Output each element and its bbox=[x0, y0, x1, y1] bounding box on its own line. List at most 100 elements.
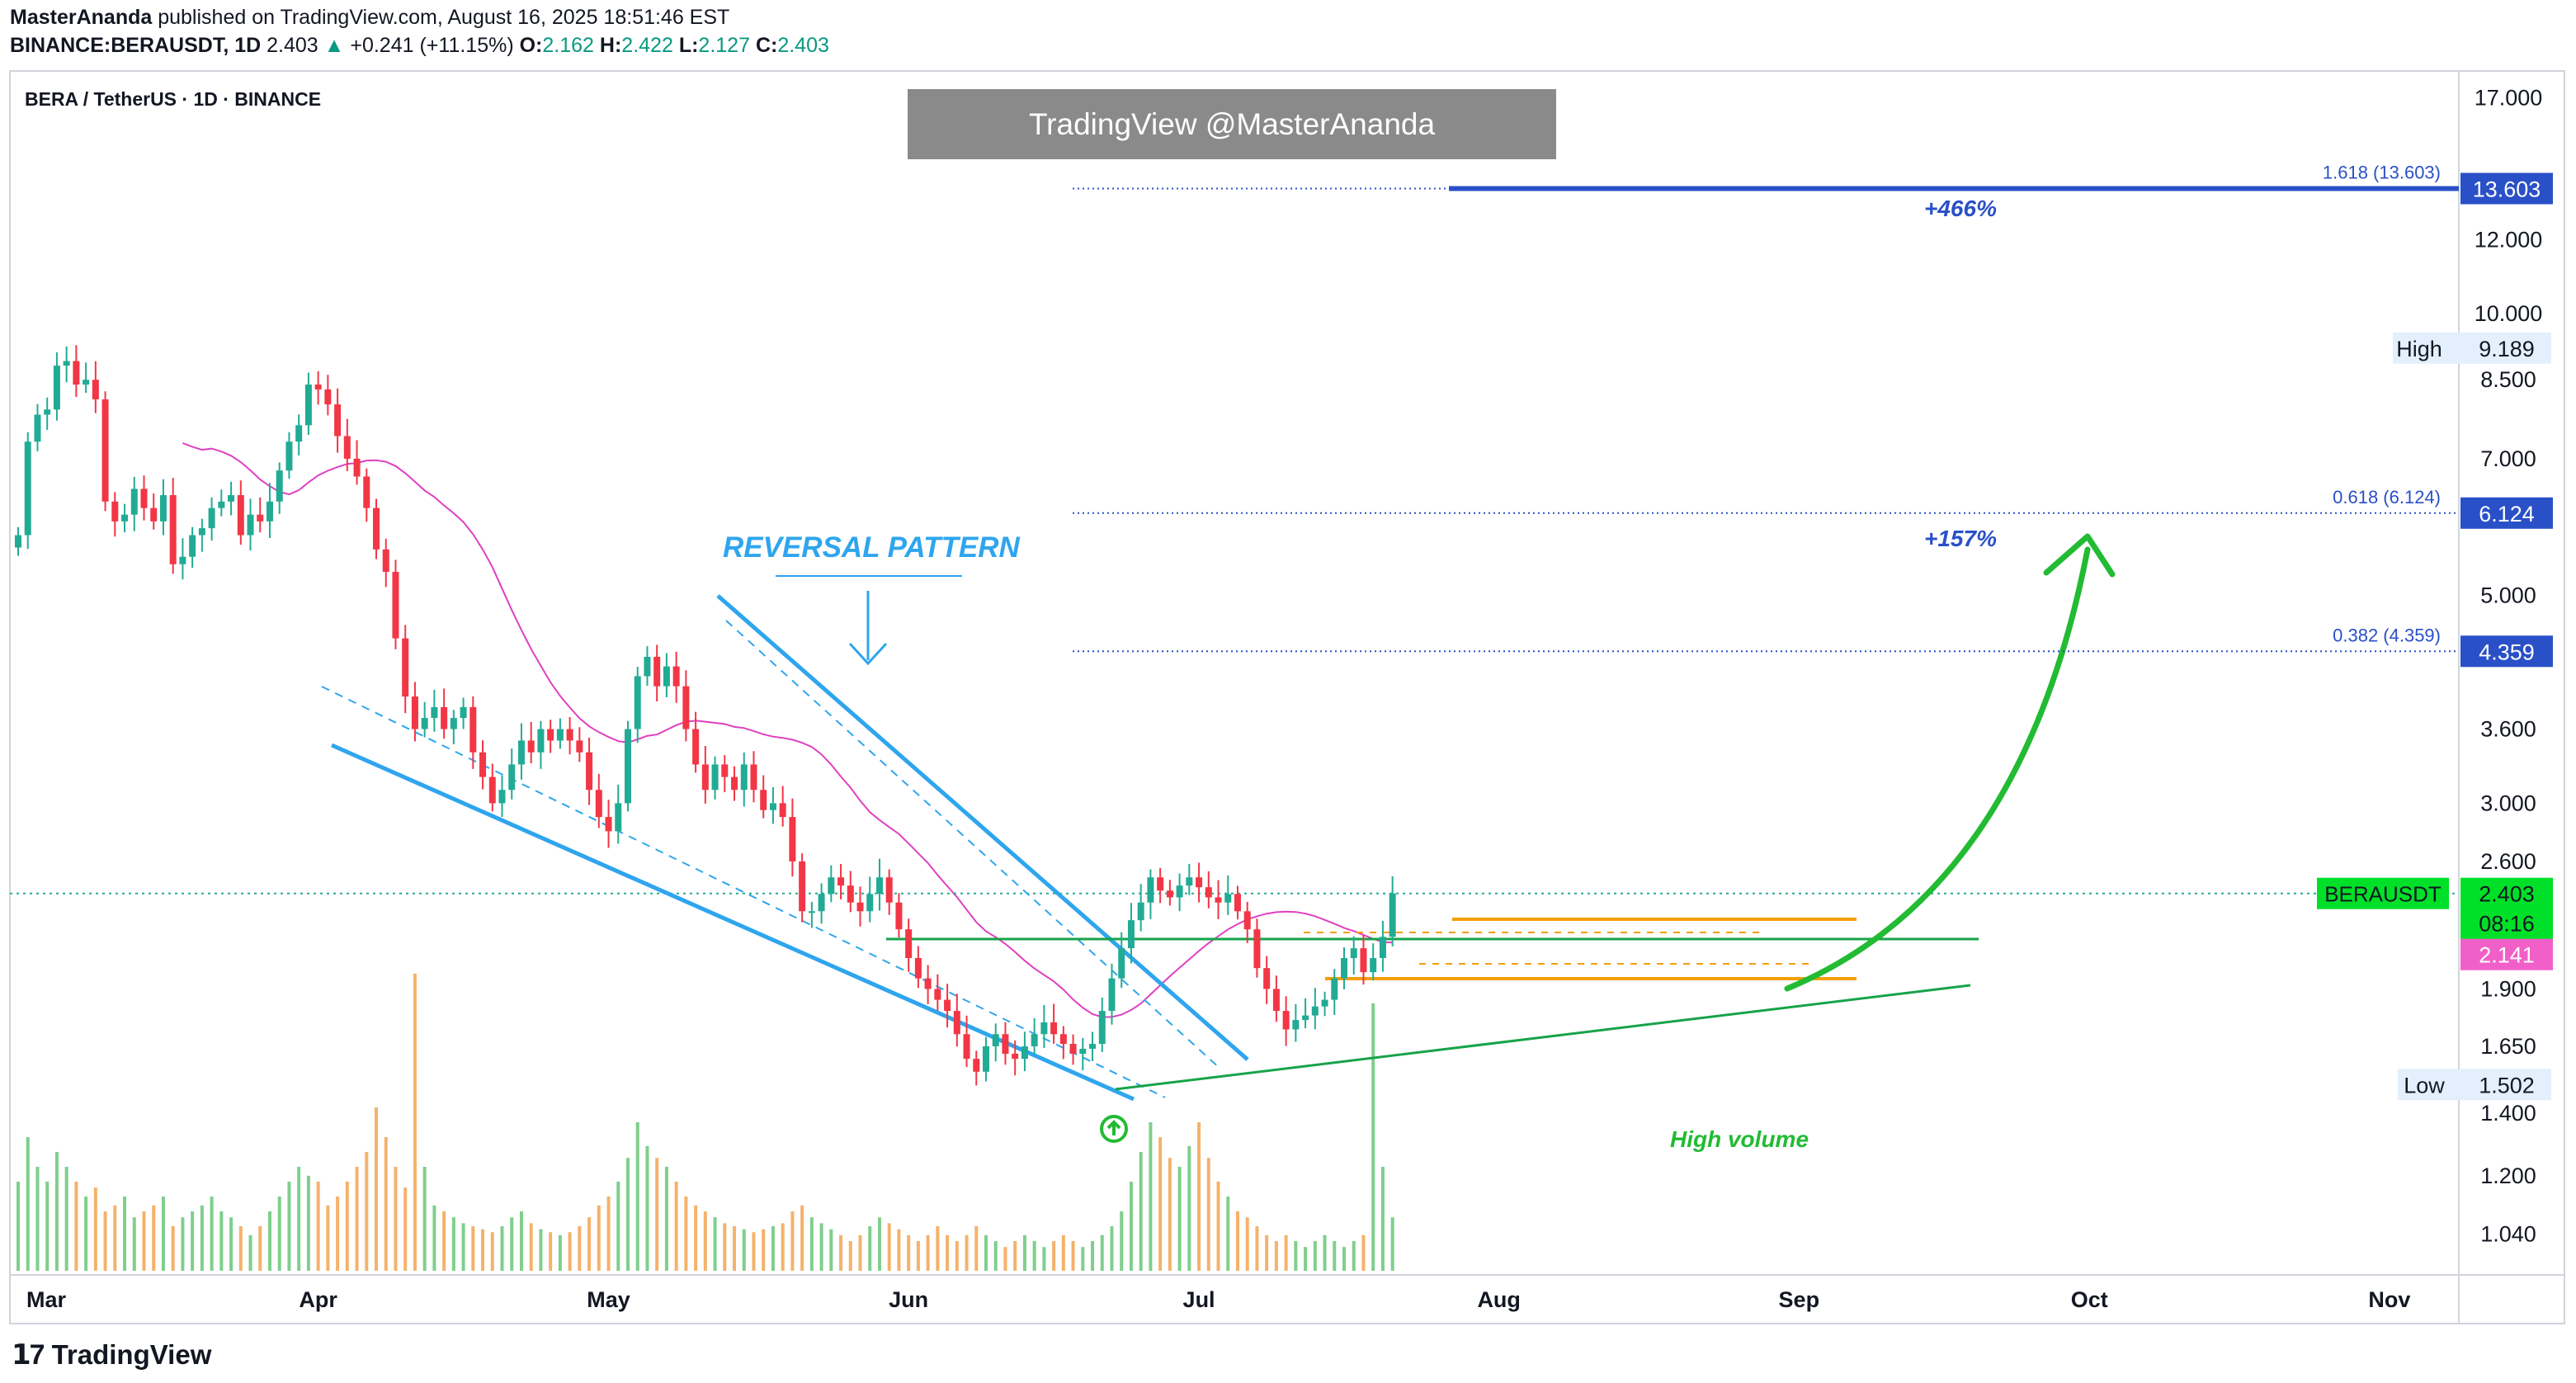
candle bbox=[992, 1034, 999, 1046]
pane-title: BERA / TetherUS · 1D · BINANCE bbox=[25, 88, 321, 110]
fib-price-tag-bg bbox=[2460, 172, 2553, 205]
candle bbox=[479, 752, 487, 777]
volume-bar bbox=[1022, 1234, 1026, 1271]
low-marker-icon bbox=[1100, 1115, 1128, 1143]
volume-bar bbox=[1013, 1241, 1017, 1271]
volume-bar bbox=[781, 1223, 785, 1271]
candle bbox=[973, 1059, 980, 1072]
price-tick-label: 1.400 bbox=[2480, 1101, 2536, 1126]
volume-bar bbox=[800, 1205, 804, 1271]
candle bbox=[295, 425, 303, 442]
candle bbox=[692, 729, 700, 765]
volume-bar bbox=[45, 1182, 50, 1271]
candle bbox=[1118, 948, 1125, 979]
candle bbox=[159, 495, 167, 522]
reversal-pattern-label: REVERSAL PATTERN bbox=[723, 531, 1020, 564]
wedge-inner-dashed[interactable] bbox=[725, 620, 1222, 1070]
volume-bar bbox=[539, 1229, 543, 1271]
volume-bar bbox=[723, 1223, 727, 1271]
candle bbox=[1137, 902, 1144, 921]
candle bbox=[1360, 948, 1367, 973]
volume-bar bbox=[916, 1241, 920, 1271]
price-tick-label: 1.650 bbox=[2480, 1034, 2536, 1059]
volume-bar bbox=[616, 1182, 620, 1271]
open-value: 2.162 bbox=[542, 34, 594, 57]
fib-price-tag: 6.124 bbox=[2479, 502, 2535, 526]
rising-support-line[interactable] bbox=[1115, 984, 1971, 1091]
volume-bar bbox=[1110, 1226, 1114, 1271]
candle bbox=[1253, 929, 1261, 969]
candle bbox=[885, 877, 893, 903]
candle bbox=[1321, 999, 1328, 1007]
candle bbox=[237, 495, 244, 536]
volume-bar bbox=[35, 1167, 40, 1271]
candle bbox=[150, 507, 158, 522]
candle bbox=[934, 989, 941, 1000]
volume-bar bbox=[1342, 1247, 1347, 1271]
candle bbox=[34, 414, 41, 442]
candle bbox=[634, 676, 641, 729]
volume-bar bbox=[1255, 1226, 1259, 1271]
candle bbox=[866, 894, 874, 912]
published-text: published on TradingView.com, August 16,… bbox=[158, 6, 730, 29]
candle bbox=[373, 507, 380, 550]
volume-bar bbox=[461, 1223, 465, 1271]
candle bbox=[1089, 1043, 1097, 1049]
volume-bar bbox=[645, 1145, 649, 1271]
watermark-text: TradingView @MasterAnanda bbox=[1029, 107, 1436, 141]
low-tag-label: Low bbox=[2404, 1073, 2445, 1097]
volume-bar bbox=[1129, 1182, 1133, 1271]
volume-bar bbox=[306, 1175, 310, 1271]
volume-bar bbox=[490, 1232, 494, 1271]
candle bbox=[566, 729, 573, 741]
volume-bar bbox=[451, 1217, 455, 1271]
candle bbox=[101, 399, 109, 502]
wedge-lower-line[interactable] bbox=[330, 743, 1135, 1102]
candle bbox=[1243, 911, 1251, 930]
volume-bar bbox=[858, 1234, 862, 1271]
volume-bar bbox=[17, 1182, 20, 1271]
volume-bar bbox=[1284, 1234, 1288, 1271]
fib-level-label: 0.382 (4.359) bbox=[2333, 625, 2441, 645]
wedge-upper-line[interactable] bbox=[716, 594, 1249, 1061]
tradingview-logo[interactable]: 𝟭7 TradingView bbox=[12, 1338, 211, 1371]
volume-bar bbox=[54, 1152, 59, 1271]
volume-bar bbox=[365, 1152, 369, 1271]
volume-bar bbox=[771, 1226, 775, 1271]
candle bbox=[924, 978, 932, 989]
author-name[interactable]: MasterAnanda bbox=[10, 6, 153, 29]
low-marker-arrow bbox=[1106, 1120, 1121, 1135]
fib-price-tag-bg bbox=[2460, 635, 2553, 668]
volume-bar bbox=[413, 974, 417, 1271]
volume-bar bbox=[877, 1217, 881, 1271]
candle bbox=[1272, 989, 1280, 1012]
wedge-mid-dashed[interactable] bbox=[321, 686, 1166, 1098]
candle bbox=[285, 441, 293, 471]
candle bbox=[1176, 885, 1183, 898]
volume-bar bbox=[1120, 1211, 1124, 1271]
candle bbox=[411, 696, 418, 729]
candle bbox=[875, 877, 883, 894]
volume-bar bbox=[549, 1232, 553, 1271]
volume-bar bbox=[1274, 1241, 1278, 1271]
candle bbox=[750, 764, 757, 791]
close-label: C: bbox=[755, 34, 778, 57]
candle bbox=[595, 790, 602, 818]
candle bbox=[1331, 978, 1338, 1000]
volume-bar bbox=[1081, 1247, 1085, 1271]
candle bbox=[731, 776, 738, 791]
volume-bar bbox=[946, 1234, 950, 1271]
candle bbox=[1186, 877, 1193, 886]
price-tick-label: 7.000 bbox=[2480, 446, 2536, 471]
candle bbox=[1012, 1054, 1019, 1060]
candle bbox=[576, 740, 583, 753]
time-tick-label: Oct bbox=[2071, 1287, 2108, 1312]
candle bbox=[1379, 937, 1386, 959]
candle bbox=[586, 752, 593, 791]
candle bbox=[266, 501, 273, 522]
candle bbox=[130, 489, 138, 515]
volume-bar bbox=[1323, 1234, 1327, 1271]
candle bbox=[1370, 958, 1377, 973]
candle bbox=[547, 729, 554, 741]
